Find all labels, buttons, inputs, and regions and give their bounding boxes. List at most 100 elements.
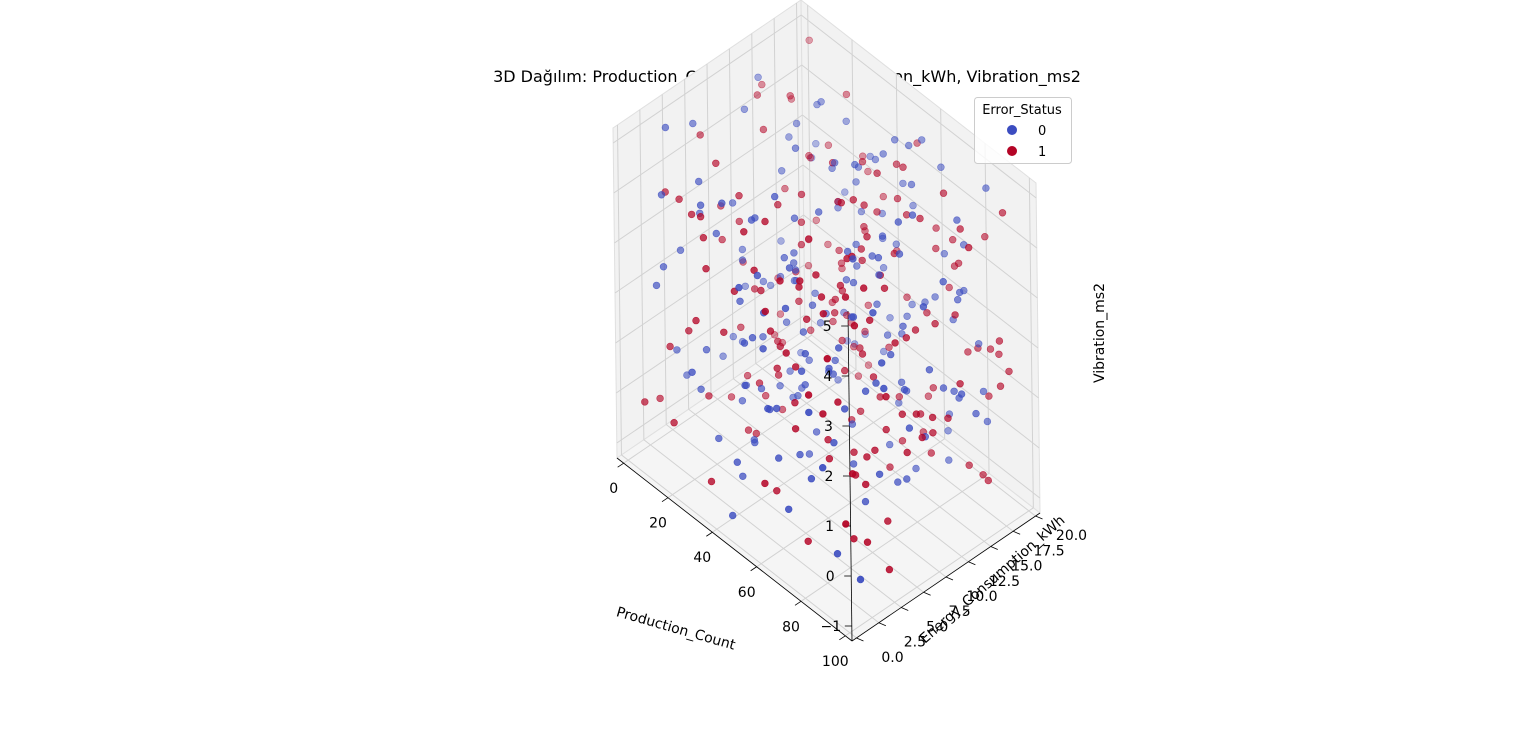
data-point-status-1 [797, 218, 806, 226]
data-point-status-0 [748, 334, 757, 342]
legend-title: Error_Status [982, 103, 1062, 118]
data-point-status-1 [819, 410, 827, 418]
data-point-status-0 [842, 117, 850, 126]
data-point-status-1 [858, 350, 867, 358]
grid-line-z [612, 14, 802, 144]
data-point-status-0 [919, 303, 928, 311]
data-point-status-0 [979, 387, 988, 396]
data-point-status-1 [928, 413, 937, 422]
data-point-status-0 [834, 376, 842, 384]
data-point-status-1 [670, 419, 678, 427]
data-point-status-1 [927, 449, 935, 457]
data-point-status-1 [786, 92, 794, 100]
data-point-status-0 [851, 160, 859, 169]
data-point-status-0 [953, 296, 962, 304]
data-point-status-0 [791, 144, 800, 152]
data-point-status-0 [808, 301, 817, 309]
data-point-status-0 [872, 379, 880, 387]
data-point-status-1 [848, 470, 857, 478]
data-point-status-1 [727, 393, 736, 401]
data-point-status-1 [707, 477, 716, 486]
data-point-status-0 [871, 155, 880, 164]
grid-line-z [615, 264, 805, 394]
data-point-status-1 [743, 371, 752, 380]
data-point-status-0 [849, 278, 858, 287]
data-point-status-1 [718, 235, 726, 244]
data-point-status-0 [797, 367, 806, 375]
data-point-status-1 [864, 167, 872, 176]
data-point-status-0 [801, 350, 809, 358]
data-point-status-1 [995, 337, 1004, 345]
data-point-status-1 [802, 315, 811, 323]
x-tick-label: 40 [693, 550, 711, 566]
data-point-status-0 [908, 211, 917, 219]
grid-line-y [621, 454, 857, 639]
data-point-status-1 [735, 217, 743, 226]
data-point-status-1 [842, 520, 850, 528]
data-point-status-1 [804, 391, 813, 399]
data-point-status-1 [865, 316, 874, 324]
data-point-status-1 [796, 277, 804, 285]
data-point-status-1 [776, 277, 784, 285]
data-point-status-1 [805, 36, 813, 44]
data-point-status-1 [860, 201, 868, 209]
data-point-status-0 [849, 460, 858, 468]
data-point-status-0 [833, 549, 842, 558]
data-point-status-1 [720, 328, 728, 336]
data-point-status-1 [854, 372, 863, 380]
data-point-status-1 [899, 163, 907, 171]
data-point-status-1 [824, 240, 832, 249]
data-point-status-0 [676, 246, 685, 254]
legend-label-1: 1 [1038, 145, 1046, 160]
data-point-status-1 [737, 323, 745, 331]
data-point-status-1 [797, 190, 806, 199]
data-point-status-0 [825, 364, 833, 373]
data-point-status-0 [753, 271, 762, 280]
data-point-status-0 [894, 218, 902, 226]
y-tick-mark [1012, 530, 1021, 535]
data-point-status-1 [825, 455, 834, 463]
data-point-status-0 [794, 392, 802, 400]
grid-line-z [615, 214, 804, 344]
data-point-status-1 [850, 448, 858, 456]
data-point-status-0 [945, 456, 953, 464]
z-axis-title: Vibration_ms2 [1092, 283, 1108, 383]
data-point-status-1 [834, 398, 842, 406]
data-point-status-1 [804, 537, 812, 545]
data-point-status-1 [923, 309, 931, 317]
data-point-status-0 [729, 332, 737, 341]
data-point-status-1 [805, 152, 813, 160]
data-point-status-0 [842, 276, 851, 284]
data-point-status-1 [795, 283, 803, 291]
y-tick-label: 7.5 [948, 604, 970, 620]
data-point-status-0 [738, 397, 747, 405]
data-point-status-0 [983, 417, 992, 426]
data-point-status-1 [898, 410, 906, 418]
data-point-status-0 [790, 249, 798, 257]
data-point-status-0 [780, 254, 788, 262]
data-point-status-1 [873, 208, 881, 216]
data-point-status-0 [770, 192, 779, 201]
data-point-status-0 [899, 322, 907, 330]
data-point-status-0 [937, 163, 945, 171]
data-point-status-0 [661, 123, 670, 132]
data-point-status-1 [840, 366, 849, 375]
y-tick-label: 20.0 [1056, 528, 1087, 544]
y-tick-labels: 0.0 2.5 5.0 7.5 10.0 12.5 15.0 17.5 20.0 [881, 528, 1087, 666]
z-tick-label: 1 [825, 519, 834, 535]
plot-area [612, 0, 1043, 642]
data-point-status-0 [892, 240, 900, 248]
data-points [641, 36, 1013, 584]
data-point-status-0 [747, 216, 756, 224]
data-point-status-1 [956, 380, 964, 388]
data-point-status-1 [687, 210, 696, 219]
grid-line-z [614, 164, 804, 294]
legend-marker-1 [1007, 146, 1017, 156]
data-point-status-1 [705, 392, 713, 400]
data-point-status-0 [712, 229, 720, 238]
data-point-status-1 [761, 307, 769, 316]
data-point-status-1 [892, 160, 901, 168]
data-point-status-1 [861, 480, 870, 489]
data-point-status-0 [784, 505, 793, 513]
